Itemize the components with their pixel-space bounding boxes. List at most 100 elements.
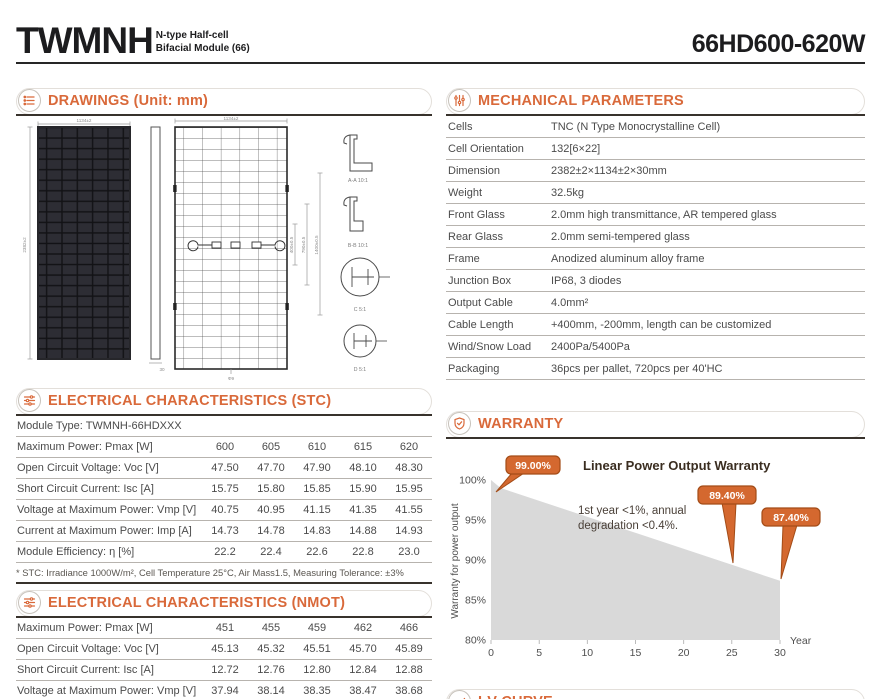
table-row: Voltage at Maximum Power: Vmp [V] 37.94 … [16,680,432,699]
frame-section-a [343,134,373,172]
x-tick: 20 [678,647,690,659]
x-axis-label: Year [790,635,812,647]
section-title: MECHANICAL PARAMETERS [478,92,684,109]
svg-text:99.00%: 99.00% [515,460,551,472]
table-row: Front Glass 2.0mm high transmittance, AR … [446,203,865,226]
detail-c-label: C 5:1 [354,307,367,313]
x-tick: 10 [581,647,593,659]
drawings-section-header: DRAWINGS (Unit: mm) [16,88,432,116]
chart-title: Linear Power Output Warranty [583,458,771,473]
callout-99: 99.00% [495,455,561,493]
chart-note-line2: degradation <0.4%. [578,520,678,532]
y-axis-label: Warranty for power output [450,503,461,618]
front-view-panel [37,126,131,360]
frame-section-b [343,196,364,232]
right-column: MECHANICAL PARAMETERS Cells TNC (N Type M… [446,88,865,699]
section-title: ELECTRICAL CHARACTERISTICS (NMOT) [48,594,346,611]
rear-width-dim: 1134±2 [224,117,239,121]
module-type: Module Type: TWMNH-66HDXXX [16,416,432,437]
drawings-icon [18,89,41,112]
warranty-area [491,480,780,640]
section-underline [446,437,865,439]
curve-icon [448,690,471,699]
stc-footnote: * STC: Irradiance 1000W/m², Cell Tempera… [16,562,432,584]
y-tick: 90% [465,555,486,567]
detail-d-label: D 5:1 [354,367,367,373]
table-row: Frame Anodized aluminum alloy frame [446,247,865,270]
electrical-icon [18,389,41,412]
table-row: Packaging 36pcs per pallet, 720pcs per 40… [446,357,865,380]
section-underline [16,616,432,618]
iv-curve-section-header: I-V CURVE [446,689,865,699]
table-row: Cable Length +400mm, -200mm, length can b… [446,313,865,336]
header-divider [16,62,865,64]
table-row: Cell Orientation 132[6×22] [446,137,865,160]
front-width-dim: 1134±2 [77,118,92,123]
svg-text:89.40%: 89.40% [709,490,745,502]
table-row: Open Circuit Voltage: Voc [V] 45.13 45.3… [16,638,432,660]
junction-box [211,241,222,249]
mechanical-table: Cells TNC (N Type Monocrystalline Cell) C… [446,116,865,380]
frame-detail-c [340,257,390,297]
output-cable-left [187,240,212,252]
nmot-table: Maximum Power: Pmax [W] 451 455 459 462 … [16,618,432,699]
x-tick: 30 [774,647,786,659]
svg-text:87.40%: 87.40% [773,512,809,524]
nmot-section-header: ELECTRICAL CHARACTERISTICS (NMOT) [16,590,432,618]
table-row: Dimension 2382±2×1134±2×30mm [446,159,865,182]
chart-note-line1: 1st year <1%, annual [578,505,686,517]
stc-section-header: ELECTRICAL CHARACTERISTICS (STC) [16,388,432,416]
table-row: Output Cable 4.0mm² [446,291,865,314]
warranty-section-header: WARRANTY [446,411,865,439]
table-row: Weight 32.5kg [446,181,865,204]
front-height-dim: 2382±2 [22,237,27,253]
section-underline [16,114,432,116]
y-tick: 85% [465,595,486,607]
x-tick: 15 [630,647,642,659]
table-row: Short Circuit Current: Isc [A] 15.75 15.… [16,478,432,500]
section-b-label: B-B 10:1 [348,243,368,249]
section-title: WARRANTY [478,415,564,432]
section-title: I-V CURVE [478,694,553,699]
callout-87: 87.40% [761,507,821,580]
table-row: Cells TNC (N Type Monocrystalline Cell) [446,116,865,138]
table-row: Voltage at Maximum Power: Vmp [V] 40.75 … [16,499,432,521]
brand: TWMNH N-type Half-cell Bifacial Module (… [16,22,250,59]
table-row: Module Type: TWMNH-66HDXXX [16,416,432,437]
table-row: Open Circuit Voltage: Voc [V] 47.50 47.7… [16,457,432,479]
section-underline [446,114,865,116]
mechanical-section-header: MECHANICAL PARAMETERS [446,88,865,116]
brand-sub-line2: Bifacial Module (66) [155,42,250,54]
stc-table: Module Type: TWMNH-66HDXXX Maximum Power… [16,416,432,584]
brand-name: TWMNH [16,20,154,61]
brand-sub-line1: N-type Half-cell [155,30,229,41]
hole-pitch-mid-dim: 790±0.5 [301,236,306,253]
x-tick: 0 [488,647,494,659]
thickness-dim: 30 [159,367,165,372]
table-row: * STC: Irradiance 1000W/m², Cell Tempera… [16,562,432,584]
warranty-chart: 100% 95% 90% 85% 80% 0 5 10 15 20 25 30 … [450,455,821,659]
callout-89: 89.40% [697,485,757,564]
electrical-icon [18,591,41,614]
table-row: Maximum Power: Pmax [W] 600 605 610 615 … [16,436,432,458]
y-tick: 95% [465,515,486,527]
table-row: Current at Maximum Power: Imp [A] 14.73 … [16,520,432,542]
section-underline [16,414,432,416]
table-row: Junction Box IP68, 3 diodes [446,269,865,292]
sliders-icon [448,89,471,112]
table-row: Rear Glass 2.0mm semi-tempered glass [446,225,865,248]
model-number: 66HD600-620W [691,30,866,58]
table-row: Maximum Power: Pmax [W] 451 455 459 462 … [16,618,432,639]
section-title: ELECTRICAL CHARACTERISTICS (STC) [48,392,332,409]
table-row: Module Efficiency: η [%] 22.2 22.4 22.6 … [16,541,432,563]
table-row: Wind/Snow Load 2400Pa/5400Pa [446,335,865,358]
table-row: Short Circuit Current: Isc [A] 12.72 12.… [16,659,432,681]
x-tick: 5 [536,647,542,659]
hole-pitch-outer-dim: 1400±0.5 [314,235,319,255]
side-view [150,126,161,360]
shield-icon [448,412,471,435]
ground-hole-dim: Φ9 [228,376,235,381]
section-title: DRAWINGS (Unit: mm) [48,92,209,109]
module-drawing: 1134±2 2382±2 30 [22,117,390,381]
